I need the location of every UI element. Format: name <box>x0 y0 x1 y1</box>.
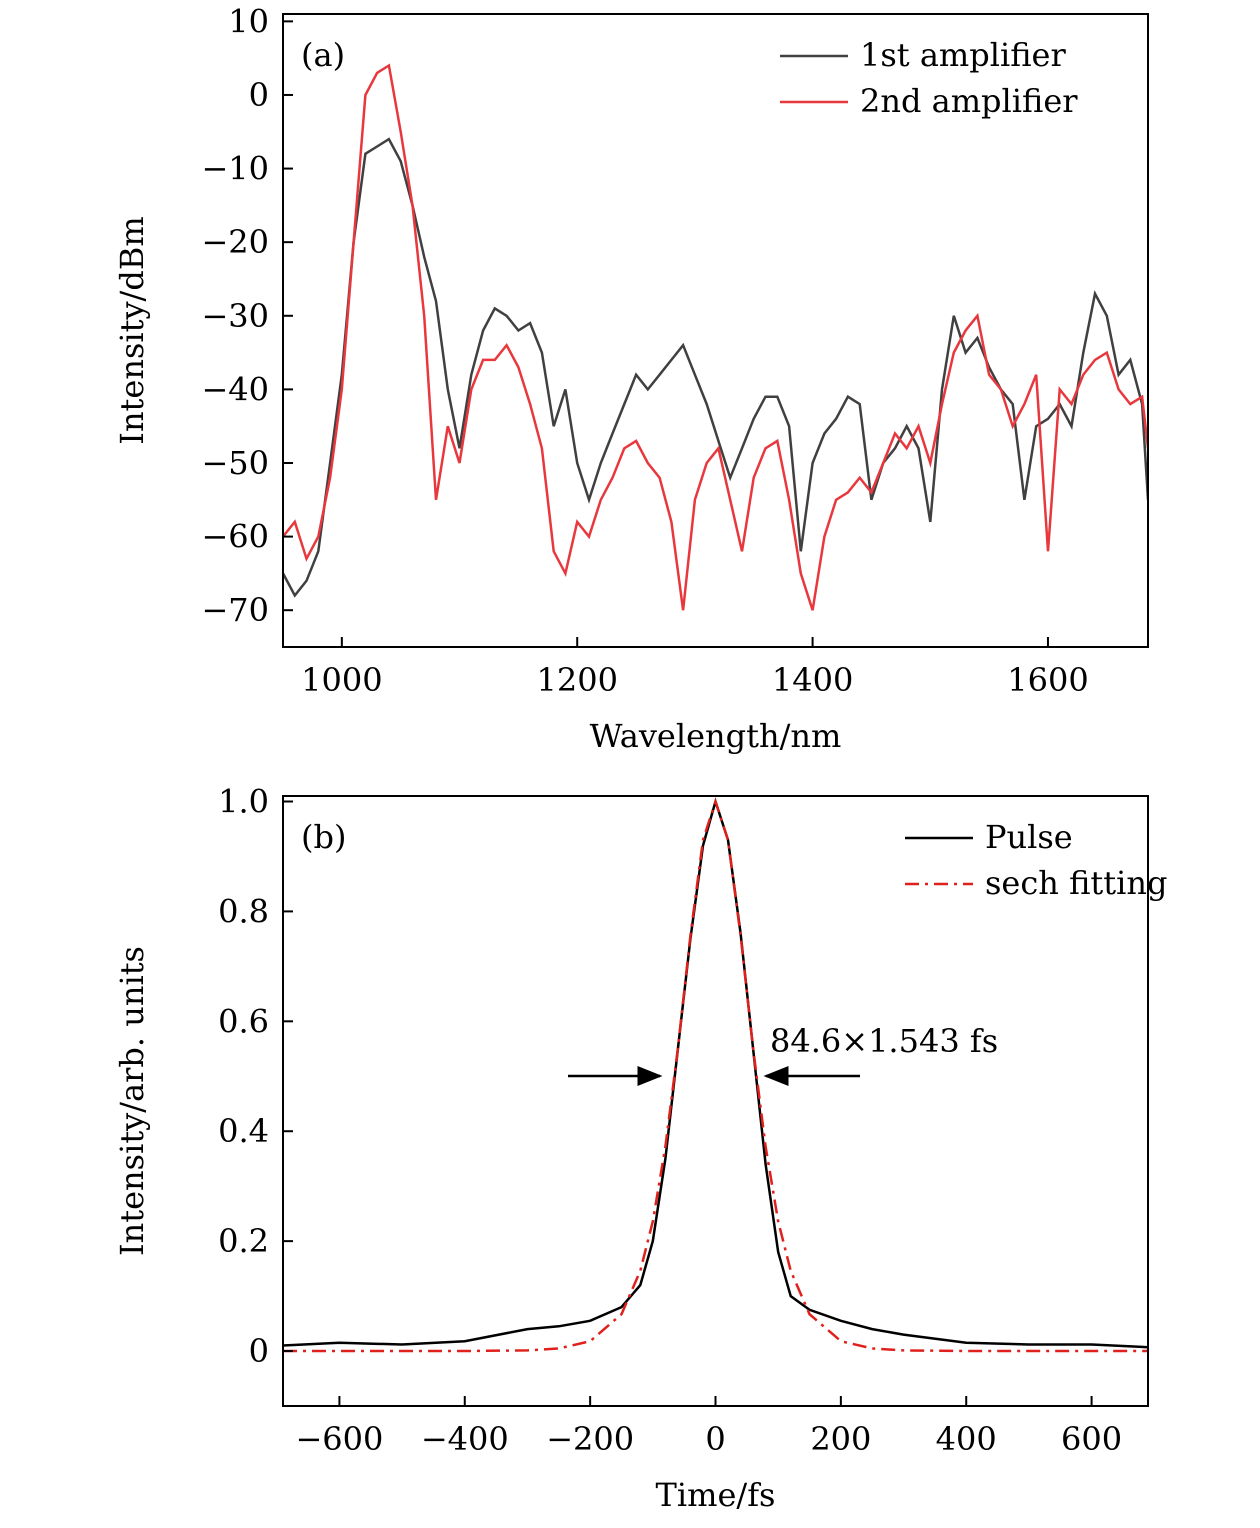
x-tick-label: −400 <box>421 1420 509 1458</box>
y-tick-label: −20 <box>201 223 269 261</box>
y-tick-label: 0.4 <box>218 1112 269 1150</box>
y-tick-label: −40 <box>201 370 269 408</box>
y-tick-label: −10 <box>201 150 269 188</box>
x-axis-label: Time/fs <box>656 1476 776 1514</box>
x-tick-label: 1200 <box>536 661 617 699</box>
y-axis-label: Intensity/dBm <box>113 216 151 444</box>
legend-label: 2nd amplifier <box>860 82 1078 120</box>
y-tick-label: 0.6 <box>218 1002 269 1040</box>
panel-label: (b) <box>301 818 346 856</box>
y-tick-label: 0 <box>249 76 269 114</box>
y-axis-label: Intensity/arb. units <box>113 946 151 1256</box>
y-tick-label: 10 <box>228 2 269 40</box>
x-tick-label: 200 <box>810 1420 871 1458</box>
series-line <box>283 63 1148 611</box>
y-tick-label: −50 <box>201 444 269 482</box>
y-tick-label: −70 <box>201 591 269 629</box>
x-tick-label: −200 <box>546 1420 634 1458</box>
y-tick-label: −60 <box>201 518 269 556</box>
x-tick-label: 1000 <box>301 661 382 699</box>
x-axis-label: Wavelength/nm <box>590 717 842 755</box>
panel-label: (a) <box>301 36 345 74</box>
x-tick-label: 0 <box>705 1420 725 1458</box>
y-tick-label: 0 <box>249 1332 269 1370</box>
series-line <box>283 137 1148 598</box>
x-tick-label: 1600 <box>1007 661 1088 699</box>
y-tick-label: 0.2 <box>218 1222 269 1260</box>
plot-frame <box>282 13 1149 648</box>
legend-label: sech fitting <box>985 864 1167 902</box>
y-tick-label: −30 <box>201 297 269 335</box>
y-tick-label: 1.0 <box>218 782 269 820</box>
x-tick-label: 400 <box>936 1420 997 1458</box>
x-tick-label: 1400 <box>772 661 853 699</box>
annotation: 84.6×1.543 fs <box>770 1022 998 1060</box>
x-tick-label: −600 <box>295 1420 383 1458</box>
series-line <box>283 797 1148 1353</box>
legend-label: Pulse <box>985 818 1073 856</box>
y-tick-label: 0.8 <box>218 892 269 930</box>
legend-label: 1st amplifier <box>860 36 1066 74</box>
x-tick-label: 600 <box>1061 1420 1122 1458</box>
